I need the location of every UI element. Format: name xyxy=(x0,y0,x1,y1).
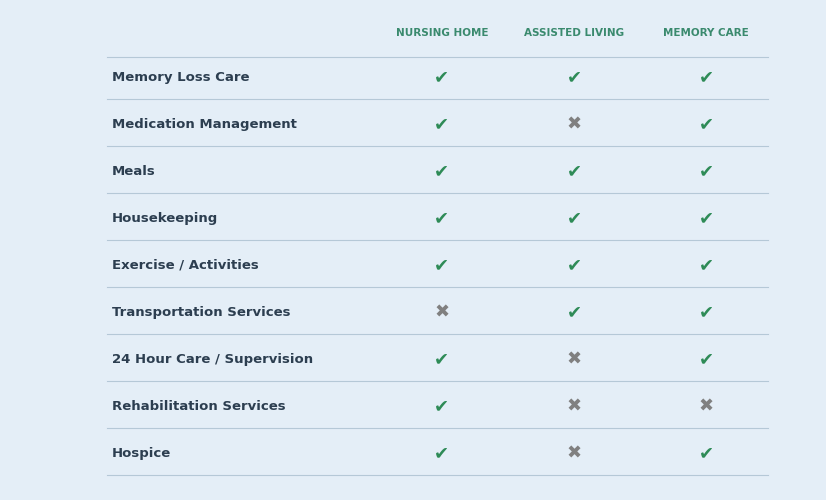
Text: MEMORY CARE: MEMORY CARE xyxy=(663,28,749,38)
Text: Meals: Meals xyxy=(112,165,155,178)
Text: ✖: ✖ xyxy=(567,444,582,462)
Text: Housekeeping: Housekeeping xyxy=(112,212,218,225)
Text: NURSING HOME: NURSING HOME xyxy=(396,28,488,38)
Text: ✔: ✔ xyxy=(567,162,582,180)
Text: ✔: ✔ xyxy=(434,68,449,86)
Text: ✔: ✔ xyxy=(699,444,714,462)
Text: ✔: ✔ xyxy=(699,350,714,368)
Text: Medication Management: Medication Management xyxy=(112,118,297,131)
Text: Rehabilitation Services: Rehabilitation Services xyxy=(112,400,285,413)
Text: ✖: ✖ xyxy=(567,116,582,134)
Text: ASSISTED LIVING: ASSISTED LIVING xyxy=(524,28,624,38)
Text: ✔: ✔ xyxy=(567,68,582,86)
Text: ✔: ✔ xyxy=(567,210,582,228)
Text: ✖: ✖ xyxy=(699,398,714,415)
Text: ✔: ✔ xyxy=(434,398,449,415)
Text: ✔: ✔ xyxy=(699,116,714,134)
Text: ✖: ✖ xyxy=(567,398,582,415)
Text: 24 Hour Care / Supervision: 24 Hour Care / Supervision xyxy=(112,353,312,366)
Text: ✔: ✔ xyxy=(434,350,449,368)
Text: Memory Loss Care: Memory Loss Care xyxy=(112,71,249,84)
Text: ✔: ✔ xyxy=(434,116,449,134)
Text: ✔: ✔ xyxy=(699,68,714,86)
Text: ✔: ✔ xyxy=(434,162,449,180)
Text: ✔: ✔ xyxy=(434,444,449,462)
Text: ✔: ✔ xyxy=(699,256,714,274)
Text: ✔: ✔ xyxy=(567,304,582,322)
Text: ✔: ✔ xyxy=(434,256,449,274)
Text: Transportation Services: Transportation Services xyxy=(112,306,290,319)
Text: ✔: ✔ xyxy=(699,304,714,322)
Text: ✖: ✖ xyxy=(567,350,582,368)
Text: ✔: ✔ xyxy=(567,256,582,274)
Text: Exercise / Activities: Exercise / Activities xyxy=(112,259,259,272)
Text: ✔: ✔ xyxy=(699,162,714,180)
Text: ✔: ✔ xyxy=(699,210,714,228)
Text: ✔: ✔ xyxy=(434,210,449,228)
Text: ✖: ✖ xyxy=(434,304,449,322)
Text: Hospice: Hospice xyxy=(112,447,171,460)
